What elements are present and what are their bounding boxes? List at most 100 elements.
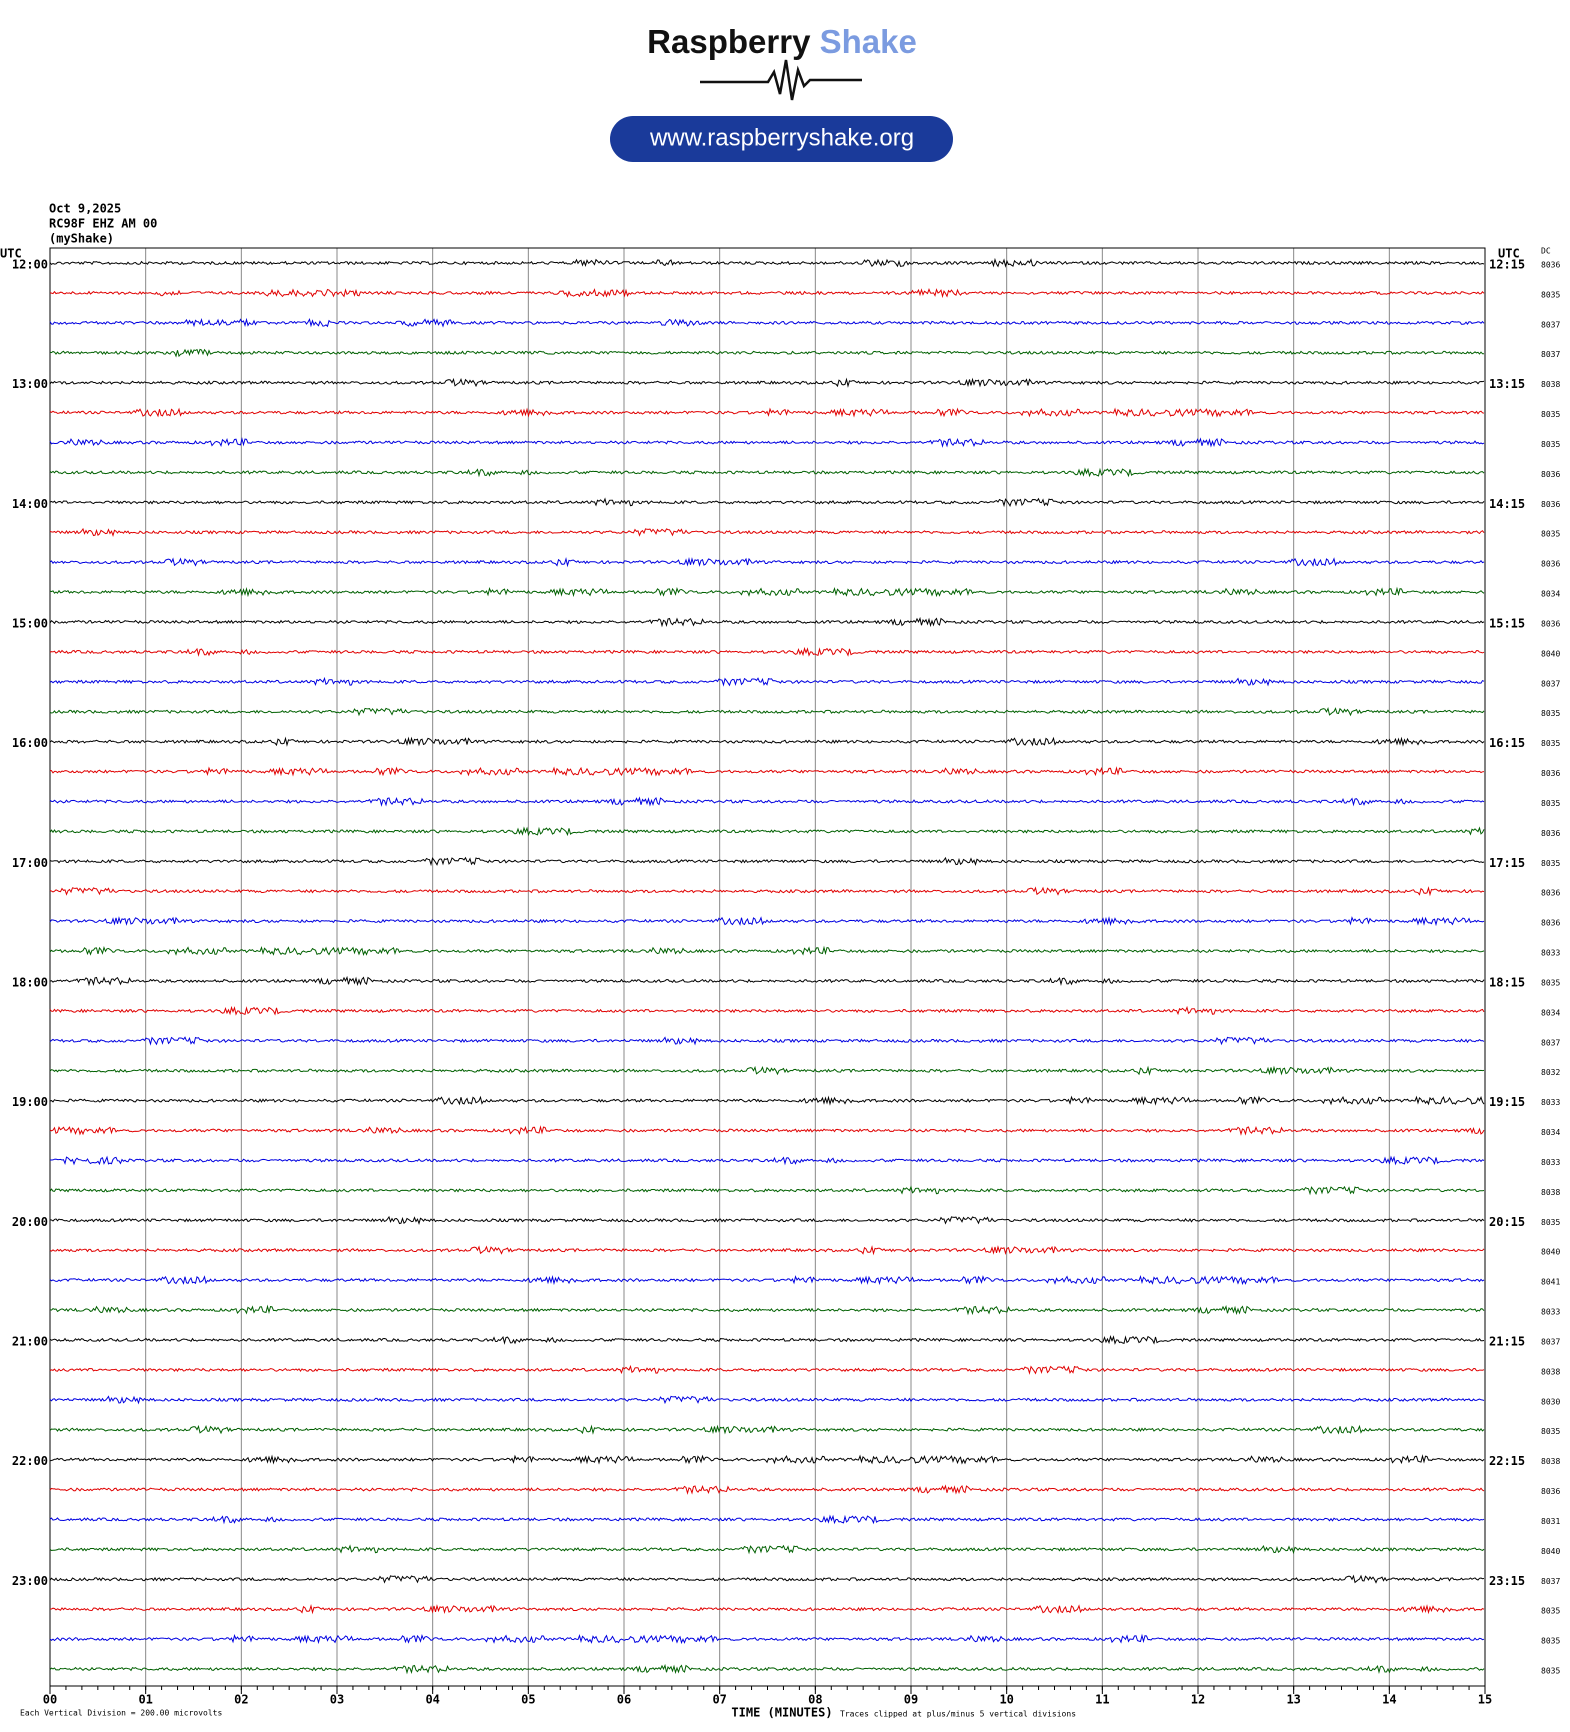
trace [49,796,1485,807]
trace [49,437,1485,448]
trace [49,886,1485,897]
trace [49,467,1485,478]
left-time-label: 16:00 [12,736,48,750]
x-tick-label: 05 [521,1693,535,1707]
trace [49,1245,1485,1256]
dc-value: 8033 [1541,1098,1560,1107]
x-tick-label: 11 [1095,1693,1109,1707]
trace [49,916,1485,927]
dc-value: 8035 [1541,1667,1560,1676]
dc-value: 8036 [1541,889,1560,898]
right-time-label: 13:15 [1489,377,1525,391]
dc-value: 8034 [1541,1008,1560,1017]
trace [49,1424,1485,1435]
right-time-label: 22:15 [1489,1454,1525,1468]
trace [49,1304,1485,1316]
trace [49,257,1485,268]
trace [49,1514,1485,1525]
dc-value: 8035 [1541,440,1560,449]
dc-value: 8032 [1541,1068,1560,1077]
dc-value: 8038 [1541,1457,1560,1466]
scale-note: Each Vertical Division = 200.00 microvol… [20,1709,222,1718]
trace [49,497,1485,508]
dc-value: 8036 [1541,619,1560,628]
trace [49,1544,1485,1555]
trace [49,288,1485,299]
dc-value: 8037 [1541,320,1560,329]
x-axis-title: TIME (MINUTES) [731,1706,832,1720]
x-tick-label: 09 [904,1693,918,1707]
dc-value: 8035 [1541,290,1560,299]
left-time-label: 21:00 [12,1334,48,1348]
trace [49,348,1484,358]
left-axis-title: UTC [0,247,22,261]
dc-value: 8037 [1541,1337,1560,1346]
trace [49,1574,1485,1584]
trace [49,527,1485,538]
dc-value: 8036 [1541,560,1560,569]
dc-value: 8035 [1541,978,1560,987]
dc-value: 8036 [1541,829,1560,838]
dc-value: 8035 [1541,1637,1560,1646]
right-time-label: 14:15 [1489,497,1525,511]
dc-value: 8035 [1541,859,1560,868]
dc-value: 8038 [1541,1367,1560,1376]
trace [49,676,1485,687]
trace [49,945,1485,956]
x-tick-label: 04 [425,1693,439,1707]
trace [49,556,1485,568]
dc-value: 8030 [1541,1397,1560,1406]
dc-value: 8035 [1541,1427,1560,1436]
left-time-label: 12:00 [12,258,48,272]
trace [49,1603,1485,1615]
dc-value: 8033 [1541,949,1560,958]
trace [49,1274,1485,1286]
dc-title: DC [1541,247,1551,256]
trace [50,1155,1485,1166]
right-axis-title: UTC [1498,247,1520,261]
dc-value: 8037 [1541,1038,1560,1047]
url-pill [610,116,953,162]
left-time-label: 20:00 [12,1215,48,1229]
dc-value: 8036 [1541,769,1560,778]
trace [49,1215,1485,1226]
x-tick-label: 10 [999,1693,1013,1707]
left-time-label: 13:00 [12,377,48,391]
dc-value: 8037 [1541,679,1560,688]
trace [49,1005,1485,1016]
trace [49,766,1485,777]
x-tick-label: 02 [234,1693,248,1707]
logo-word: Shake [820,23,917,60]
dc-value: 8035 [1541,530,1560,539]
right-time-label: 23:15 [1489,1574,1525,1588]
dc-value: 8037 [1541,1577,1560,1586]
dc-value: 8041 [1541,1278,1560,1287]
dc-value: 8035 [1541,1218,1560,1227]
dc-value: 8034 [1541,590,1560,599]
dc-value: 8040 [1541,649,1560,658]
trace [49,1484,1485,1495]
trace [49,826,1485,837]
right-time-label: 12:15 [1489,258,1525,272]
x-tick-label: 00 [43,1693,57,1707]
trace [49,407,1485,418]
dc-value: 8035 [1541,739,1560,748]
trace [49,856,1485,867]
trace [49,586,1485,598]
right-time-label: 16:15 [1489,736,1525,750]
trace [49,736,1485,747]
right-time-label: 20:15 [1489,1215,1525,1229]
dc-value: 8038 [1541,380,1560,389]
trace [49,1065,1485,1076]
x-tick-label: 14 [1382,1693,1396,1707]
date: Oct 9,2025 [49,202,121,216]
url: www.raspberryshake.org [649,124,914,151]
station: RC98F EHZ AM 00 [49,217,157,231]
trace [49,706,1485,717]
logo-wave [700,59,862,101]
trace [49,1125,1485,1136]
trace [49,1395,1485,1405]
left-time-label: 18:00 [12,975,48,989]
plot-frame [49,247,1486,1687]
